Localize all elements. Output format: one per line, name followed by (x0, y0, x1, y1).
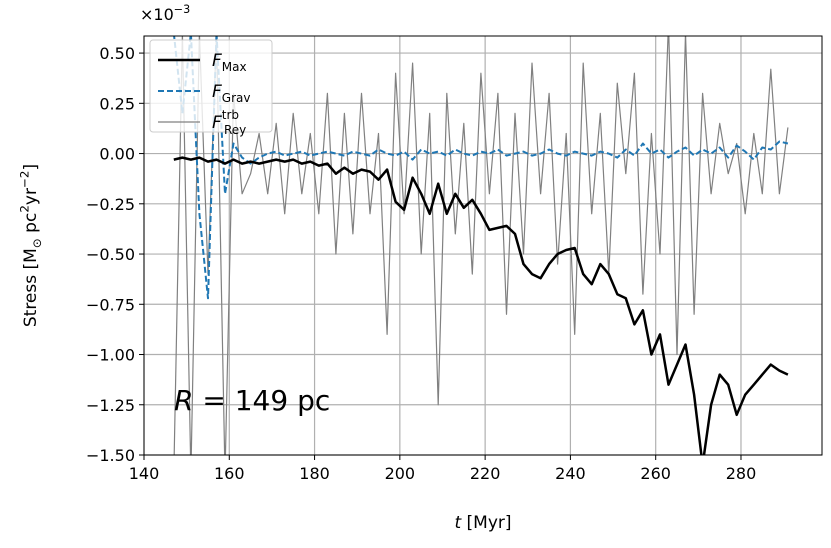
label-part: yr (21, 188, 41, 205)
label-part: = 149 pc (193, 384, 330, 417)
y-tick-label: −1.50 (86, 446, 135, 465)
series-line (173, 36, 789, 300)
series-line (173, 36, 789, 455)
label-part: R (174, 384, 193, 417)
y-tick-label: −0.75 (86, 295, 135, 314)
legend-name: F (212, 82, 222, 102)
y-tick-label: 0.00 (99, 145, 135, 164)
label-part: −3 (174, 3, 191, 16)
label-part: t (454, 513, 462, 533)
x-tick-label: 180 (299, 464, 330, 483)
label-part: ⊙ (30, 238, 44, 248)
y-multiplier: ×10−3 (140, 3, 190, 24)
legend-sub: Max (222, 60, 247, 74)
legend-box (149, 39, 273, 133)
x-tick-label: 280 (726, 464, 757, 483)
y-tick-label: −1.00 (86, 346, 135, 365)
legend-sub: Rey (224, 123, 246, 137)
legend-name: F (212, 51, 222, 71)
annotation: R = 149 pc (174, 384, 330, 417)
legend-name: F (212, 113, 222, 133)
legend-label: Ftrb Rey (212, 108, 246, 137)
x-tick-label: 260 (640, 464, 671, 483)
x-tick-label: 140 (129, 464, 160, 483)
x-axis-label: t [Myr] (454, 513, 511, 533)
label-part: pc (21, 213, 41, 239)
y-tick-label: −1.25 (86, 396, 135, 415)
label-part: ] (21, 164, 41, 171)
label-part: Stress [M (21, 248, 41, 327)
y-tick-label: 0.50 (99, 44, 135, 63)
plot-frame (143, 35, 823, 456)
x-tick-label: 160 (214, 464, 245, 483)
label-part: ×10 (140, 5, 174, 24)
label-part: [Myr] (461, 513, 511, 533)
legend-sub: Grav (222, 91, 251, 105)
y-tick-label: −0.50 (86, 245, 135, 264)
legend-label: FMax (212, 51, 247, 74)
y-tick-label: −0.25 (86, 195, 135, 214)
legend-sup: trb (222, 108, 239, 122)
legend-label: FGrav (212, 82, 250, 105)
y-axis-label: Stress [M⊙ pc2yr−2] (17, 164, 44, 327)
x-tick-label: 240 (555, 464, 586, 483)
series-line (173, 156, 789, 455)
x-tick-label: 220 (470, 464, 501, 483)
x-tick-label: 200 (385, 464, 416, 483)
y-tick-label: 0.25 (99, 94, 135, 113)
label-part: 2 (17, 205, 31, 213)
label-part: −2 (17, 171, 31, 189)
plot-lines (173, 36, 789, 455)
